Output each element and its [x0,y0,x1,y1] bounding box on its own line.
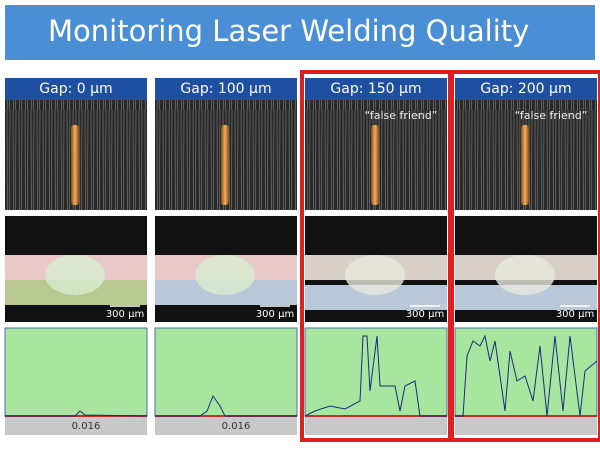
weld-bead [221,125,229,205]
note: “false friend” [365,109,438,122]
plot-label: 0.016 [72,421,101,432]
scale-label: 300 µm [256,309,294,320]
plot-area [454,327,598,417]
trace [5,410,148,417]
scale-label: 300 µm [556,309,594,320]
trace [304,335,447,417]
panels: Gap: 0 µm 300 µm 0.016 Gap: 100 µm 300 µm 0.0… [4,70,600,442]
plot-footer [305,417,447,435]
header [155,78,297,100]
weld-bead [371,125,379,205]
plot-area [154,327,298,417]
note: “false friend” [515,109,588,122]
scale-label: 300 µm [406,309,444,320]
trace-group [455,334,598,417]
scale-label: 300 µm [106,309,144,320]
title-bar [5,5,595,60]
weld-nugget [45,255,105,295]
gap-label: Gap: 0 µm [39,81,112,97]
header [5,78,147,100]
gap-label: Gap: 150 µm [330,81,421,97]
weld-nugget [495,255,555,295]
trace-group [5,410,148,417]
weld-nugget [345,255,405,295]
plot-label: 0.016 [222,421,251,432]
slide-title: Monitoring Laser Welding Quality [48,14,529,48]
gap-label: Gap: 200 µm [480,81,571,97]
plot-footer [155,417,297,435]
trace-group [304,335,447,417]
header [455,78,597,100]
flag-border [450,70,600,442]
header [305,78,447,100]
plot-footer [5,417,147,435]
trace [455,334,598,417]
trace-group [155,394,297,417]
weld-bead [71,125,79,205]
plot-footer [455,417,597,435]
trace [155,394,297,417]
weld-bead [521,125,529,205]
weld-nugget [195,255,255,295]
gap-label: Gap: 100 µm [180,81,271,97]
plot-area [4,327,148,417]
